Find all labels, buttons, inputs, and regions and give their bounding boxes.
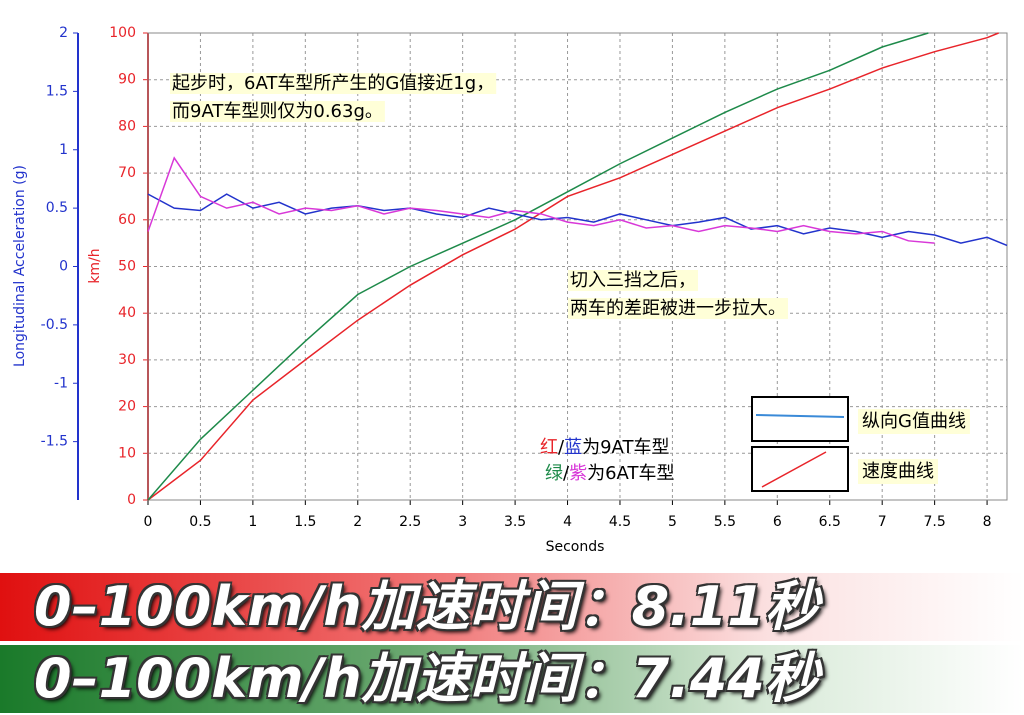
x-tick-label: 6.5 — [819, 514, 841, 530]
x-tick-label: 2 — [353, 514, 362, 530]
y-tick-label: 90 — [118, 72, 136, 88]
annotation-bg — [568, 298, 788, 319]
chart: Seconds km/h Longitudinal Acceleration (… — [12, 25, 1008, 555]
y-tick-label: 30 — [118, 352, 136, 368]
x-tick-label: 0 — [144, 514, 153, 530]
key-part: / — [558, 437, 565, 458]
x-tick-label: 3.5 — [504, 514, 526, 530]
x-axis-label: Seconds — [546, 539, 605, 555]
annotation: 两车的差距被进一步拉大。 — [570, 298, 786, 319]
y2-tick-label: 0 — [59, 259, 68, 275]
annotation: 起步时，6AT车型所产生的G值接近1g， — [172, 73, 494, 94]
annotation: 而9AT车型则仅为0.63g。 — [172, 101, 383, 122]
series-key-line: 红/蓝为9AT车型 — [540, 437, 669, 458]
series-line — [147, 156, 935, 244]
legend-swatch — [755, 414, 845, 418]
x-tick-label: 8 — [983, 514, 992, 530]
x-tick-label: 2.5 — [399, 514, 421, 530]
banner: 0–100km/h加速时间：7.44秒 — [0, 645, 1024, 713]
y-tick-label: 10 — [118, 445, 136, 461]
y2-tick-label: 2 — [59, 25, 68, 41]
annotation-bg — [170, 73, 497, 94]
series-key-line: 绿/紫为6AT车型 — [545, 463, 674, 484]
annotation-bg — [170, 101, 385, 122]
x-tick-label: 1 — [248, 514, 257, 530]
x-tick-label: 5.5 — [714, 514, 736, 530]
legend-box — [751, 396, 849, 442]
y2-tick-label: -1 — [54, 375, 68, 391]
x-tick-label: 3 — [458, 514, 467, 530]
plot-frame — [147, 32, 1008, 501]
y2-axis-label: Longitudinal Acceleration (g) — [12, 165, 28, 367]
key-part: 为6AT车型 — [587, 463, 674, 484]
legend-label-bg — [858, 459, 938, 484]
key-part: 红 — [540, 437, 558, 458]
series-line — [147, 193, 1008, 247]
x-tick-label: 7 — [878, 514, 887, 530]
x-tick-label: 7.5 — [923, 514, 945, 530]
x-tick-label: 0.5 — [189, 514, 211, 530]
x-tick-label: 4.5 — [609, 514, 631, 530]
legend-swatch — [761, 451, 827, 488]
x-tick-label: 1.5 — [294, 514, 316, 530]
y-tick-label: 20 — [118, 399, 136, 415]
series-key: 红/蓝为9AT车型 绿/紫为6AT车型 — [540, 437, 674, 484]
x-tick-label: 4 — [563, 514, 572, 530]
annotation-bg — [568, 270, 698, 291]
legend-label: 纵向G值曲线 — [862, 411, 966, 432]
key-part: 紫 — [569, 463, 587, 484]
x-tick-label: 6 — [773, 514, 782, 530]
x-tick-label: 5 — [668, 514, 677, 530]
y-tick-label: 80 — [118, 118, 136, 134]
series-line — [147, 32, 929, 501]
y-tick-label: 100 — [109, 25, 136, 41]
y2-tick-label: -1.5 — [41, 434, 68, 450]
y-tick-label: 50 — [118, 259, 136, 275]
key-part: 绿 — [545, 463, 563, 484]
annotation: 切入三挡之后， — [570, 270, 696, 291]
y2-tick-label: 1.5 — [46, 83, 68, 99]
y-tick-label: 0 — [127, 492, 136, 508]
key-part: 蓝 — [564, 437, 582, 458]
y2-tick-label: -0.5 — [41, 317, 68, 333]
key-part: / — [563, 463, 570, 484]
legend-label-bg — [858, 409, 970, 434]
legend-label: 速度曲线 — [862, 461, 934, 482]
key-part: 为9AT车型 — [582, 437, 669, 458]
y-axis-label: km/h — [87, 248, 103, 283]
y2-tick-label: 1 — [59, 142, 68, 158]
banner: 0–100km/h加速时间：8.11秒 — [0, 573, 1024, 641]
y-tick-label: 60 — [118, 212, 136, 228]
series-line — [147, 32, 999, 501]
y2-tick-label: 0.5 — [46, 200, 68, 216]
y-tick-label: 70 — [118, 165, 136, 181]
y-tick-label: 40 — [118, 305, 136, 321]
